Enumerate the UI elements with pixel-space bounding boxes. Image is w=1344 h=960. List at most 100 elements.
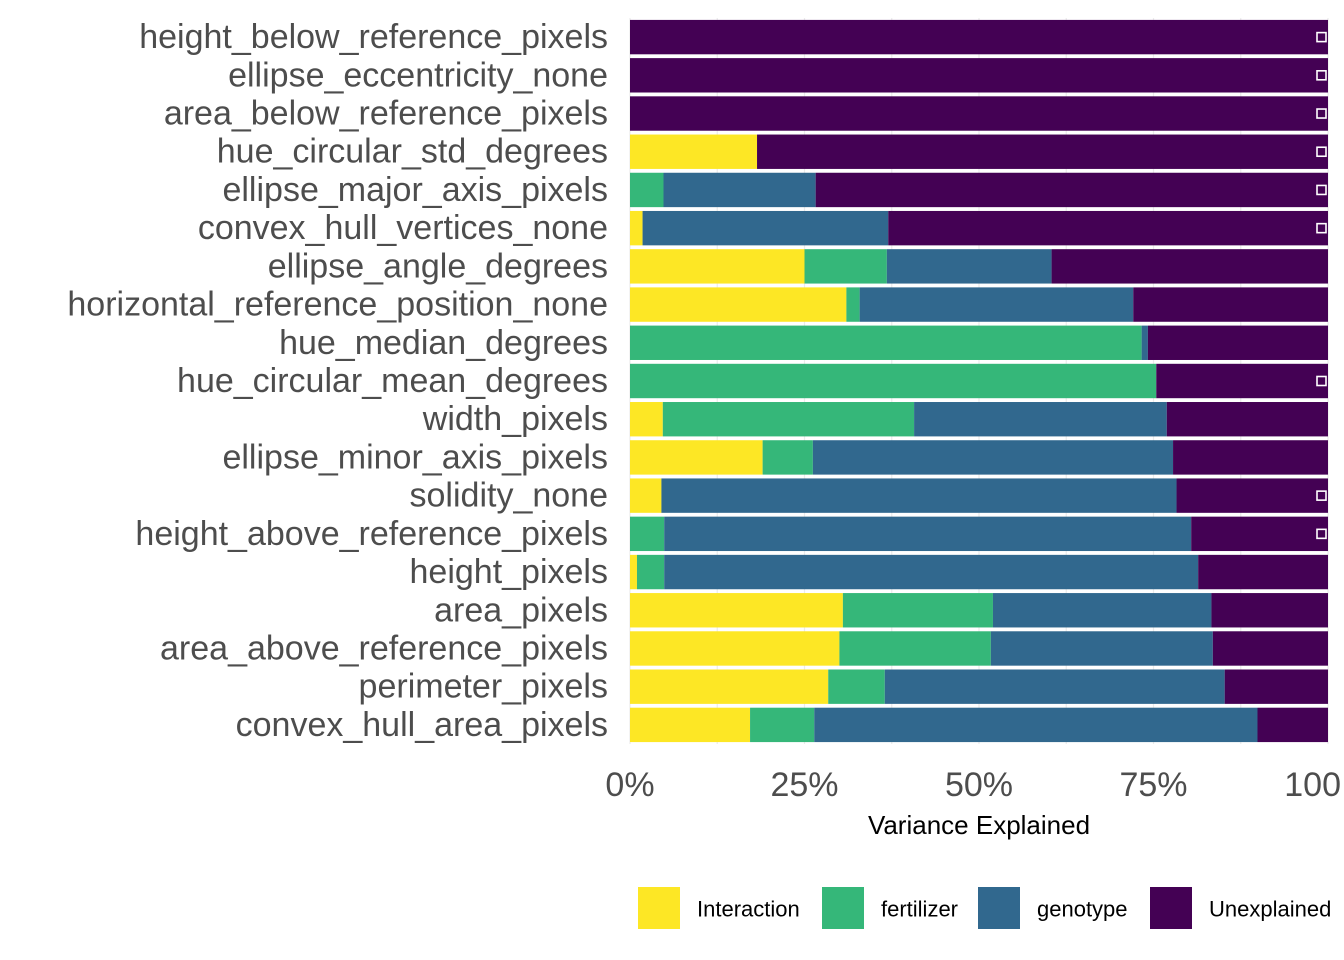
bar-segment-unexplained xyxy=(1173,440,1328,475)
bar-segment-unexplained xyxy=(630,58,1328,93)
legend-label: fertilizer xyxy=(881,897,958,922)
bar-segment-unexplained xyxy=(1224,669,1328,704)
x-axis-title: Variance Explained xyxy=(868,810,1090,840)
category-label: ellipse_major_axis_pixels xyxy=(222,171,608,209)
bar-segment-interaction xyxy=(630,210,643,246)
bar-segment-interaction xyxy=(630,707,751,743)
bar-segment-unexplained xyxy=(1166,402,1328,437)
bars xyxy=(630,19,1328,743)
bar-segment-genotype xyxy=(992,593,1212,628)
bar-segment-genotype xyxy=(664,516,1192,552)
bar-segment-interaction xyxy=(630,478,662,513)
bar-segment-genotype xyxy=(884,669,1225,704)
bar-segment-unexplained xyxy=(1156,363,1328,399)
category-label: hue_circular_std_degrees xyxy=(217,133,608,171)
bar-segment-fertilizer xyxy=(804,249,887,284)
bar-segment-genotype xyxy=(990,631,1213,666)
legend-key-unexplained xyxy=(1150,887,1192,929)
bar-segment-unexplained xyxy=(1257,707,1328,743)
legend-key-genotype xyxy=(978,887,1020,929)
significance-marker xyxy=(1316,31,1327,43)
bar-segment-genotype xyxy=(814,707,1258,743)
bar-segment-genotype xyxy=(859,287,1134,322)
bar-segment-interaction xyxy=(630,287,847,322)
category-label: height_below_reference_pixels xyxy=(139,18,608,56)
bar-segment-fertilizer xyxy=(630,363,1157,399)
category-label: solidity_none xyxy=(410,477,608,515)
category-label: ellipse_minor_axis_pixels xyxy=(222,438,608,476)
bar-segment-fertilizer xyxy=(762,440,813,475)
bar-segment-genotype xyxy=(664,554,1199,590)
bar-segment-unexplained xyxy=(1191,516,1328,552)
significance-marker xyxy=(1316,184,1327,196)
category-label: convex_hull_vertices_none xyxy=(198,209,608,247)
legend-key-fertilizer xyxy=(822,887,864,929)
bar-segment-genotype xyxy=(663,172,816,208)
bar-segment-fertilizer xyxy=(828,669,885,704)
category-label: hue_median_degrees xyxy=(279,324,608,362)
category-label: horizontal_reference_position_none xyxy=(67,286,608,324)
bar-segment-unexplained xyxy=(630,96,1328,131)
bar-segment-fertilizer xyxy=(750,707,815,743)
bar-segment-unexplained xyxy=(1212,631,1328,666)
bar-segment-genotype xyxy=(661,478,1177,513)
legend-label: genotype xyxy=(1037,897,1128,922)
bar-segment-unexplained xyxy=(1176,478,1328,513)
category-labels: height_below_reference_pixelsellipse_ecc… xyxy=(67,18,608,744)
bar-segment-interaction xyxy=(630,631,840,666)
significance-marker xyxy=(1316,70,1327,81)
category-label: height_pixels xyxy=(410,553,608,591)
bar-segment-interaction xyxy=(630,669,829,704)
bar-segment-fertilizer xyxy=(636,554,665,590)
bar-segment-interaction xyxy=(630,402,663,437)
bar-segment-interaction xyxy=(630,593,843,628)
bar-segment-unexplained xyxy=(630,19,1328,55)
x-tick-label: 0% xyxy=(605,766,654,804)
bar-segment-fertilizer xyxy=(630,516,665,552)
significance-marker xyxy=(1316,222,1327,234)
bar-segment-unexplained xyxy=(888,210,1328,246)
legend-label: Interaction xyxy=(697,897,800,922)
bar-segment-interaction xyxy=(630,134,758,169)
significance-marker xyxy=(1316,146,1327,158)
x-tick-label: 75% xyxy=(1119,766,1187,804)
category-label: width_pixels xyxy=(422,400,608,438)
bar-segment-interaction xyxy=(630,440,763,475)
bar-segment-unexplained xyxy=(1211,593,1328,628)
bar-segment-unexplained xyxy=(1198,554,1328,590)
bar-segment-unexplained xyxy=(1051,249,1328,284)
legend-key-interaction xyxy=(638,887,680,929)
bar-segment-unexplained xyxy=(1133,287,1328,322)
bar-segment-unexplained xyxy=(1147,325,1328,360)
bar-segment-fertilizer xyxy=(846,287,860,322)
bar-segment-interaction xyxy=(630,249,805,284)
x-tick-label: 25% xyxy=(770,766,838,804)
legend: Interaction fertilizer genotype Unexplained xyxy=(638,887,1331,929)
category-label: ellipse_eccentricity_none xyxy=(228,56,608,94)
significance-marker xyxy=(1316,108,1327,119)
category-label: ellipse_angle_degrees xyxy=(268,247,608,285)
category-label: perimeter_pixels xyxy=(359,668,608,706)
category-label: height_above_reference_pixels xyxy=(135,515,608,553)
x-tick-label: 100 xyxy=(1284,766,1341,804)
bar-segment-fertilizer xyxy=(839,631,991,666)
bar-segment-fertilizer xyxy=(630,325,1142,360)
bar-segment-unexplained xyxy=(757,134,1328,169)
x-tick-labels: 0% 25% 50% 75% 100 xyxy=(605,766,1341,804)
category-label: convex_hull_area_pixels xyxy=(236,706,608,744)
bar-segment-interaction xyxy=(630,554,637,590)
significance-marker xyxy=(1316,375,1327,387)
bar-segment-fertilizer xyxy=(630,172,664,208)
legend-label: Unexplained xyxy=(1209,897,1331,922)
category-label: area_below_reference_pixels xyxy=(164,95,608,133)
category-label: area_above_reference_pixels xyxy=(160,629,608,667)
bar-segment-genotype xyxy=(1141,325,1148,360)
bar-segment-genotype xyxy=(914,402,1167,437)
markers xyxy=(1316,31,1327,540)
x-tick-label: 50% xyxy=(945,766,1013,804)
category-label: hue_circular_mean_degrees xyxy=(177,362,608,400)
bar-segment-genotype xyxy=(812,440,1174,475)
category-label: area_pixels xyxy=(434,591,608,629)
significance-marker xyxy=(1316,528,1327,540)
bar-segment-unexplained xyxy=(815,172,1328,208)
